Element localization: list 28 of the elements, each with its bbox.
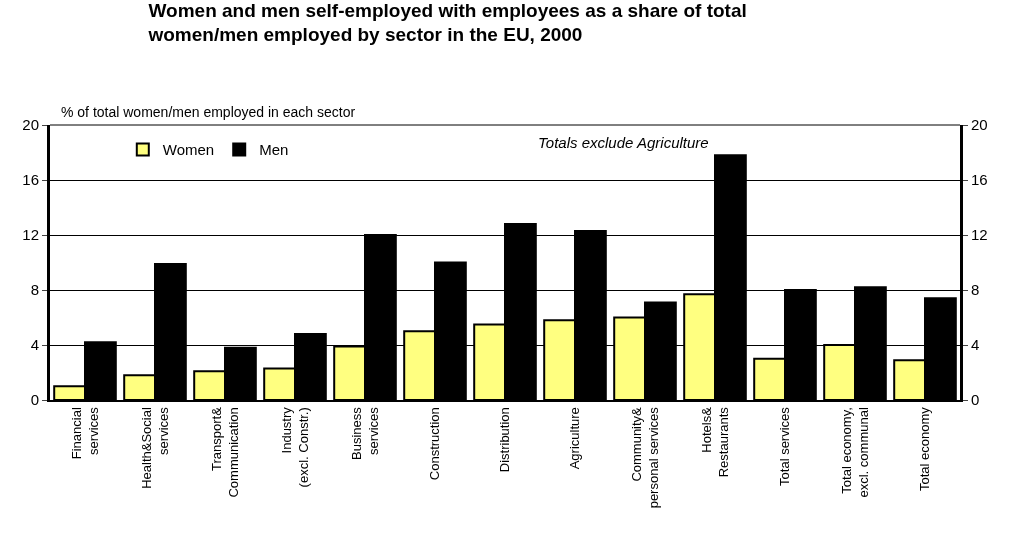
- x-tick-label: Business services: [348, 406, 381, 460]
- y-tick-label: 0: [30, 391, 39, 409]
- x-tick-label: Distribution: [497, 407, 513, 473]
- annotation: Totals exclude Agriculture: [538, 134, 709, 151]
- x-tick-label: Total services: [777, 406, 793, 486]
- y2-tick-label: 12: [971, 226, 988, 244]
- y2-tick-label: 20: [971, 116, 988, 134]
- y2-tick-label: 8: [971, 281, 980, 299]
- x-tick-label: Total economy: [917, 406, 933, 492]
- legend-label: Men: [259, 141, 289, 159]
- x-tick-label: Agriculture: [567, 407, 583, 470]
- y-tick-label: 16: [22, 171, 39, 189]
- y-axis-title: % of total women/men employed in each sector: [61, 104, 356, 120]
- legend-label: Women: [162, 141, 215, 159]
- y2-tick-label: 4: [971, 336, 980, 354]
- y-tick-label: 12: [22, 226, 39, 244]
- y2-tick-label: 16: [971, 171, 988, 189]
- y-tick-label: 20: [22, 116, 39, 134]
- x-tick-label: Community& personal services: [628, 406, 661, 509]
- y2-tick-label: 0: [971, 391, 980, 409]
- x-tick-label: Construction: [427, 407, 443, 481]
- y-tick-label: 8: [30, 281, 39, 299]
- y-tick-label: 4: [30, 336, 39, 354]
- x-tick-label: Health&Social services: [138, 406, 171, 489]
- chart-title: Women and men self-employed with employees as a share of total women/men employed by sector in the EU, 2000: [147, 0, 747, 46]
- x-tick-label: Financial services: [68, 406, 101, 460]
- x-tick-label: Industry (excl. Constr.): [278, 406, 311, 488]
- x-tick-label: Total economy, excl. communal: [838, 407, 871, 498]
